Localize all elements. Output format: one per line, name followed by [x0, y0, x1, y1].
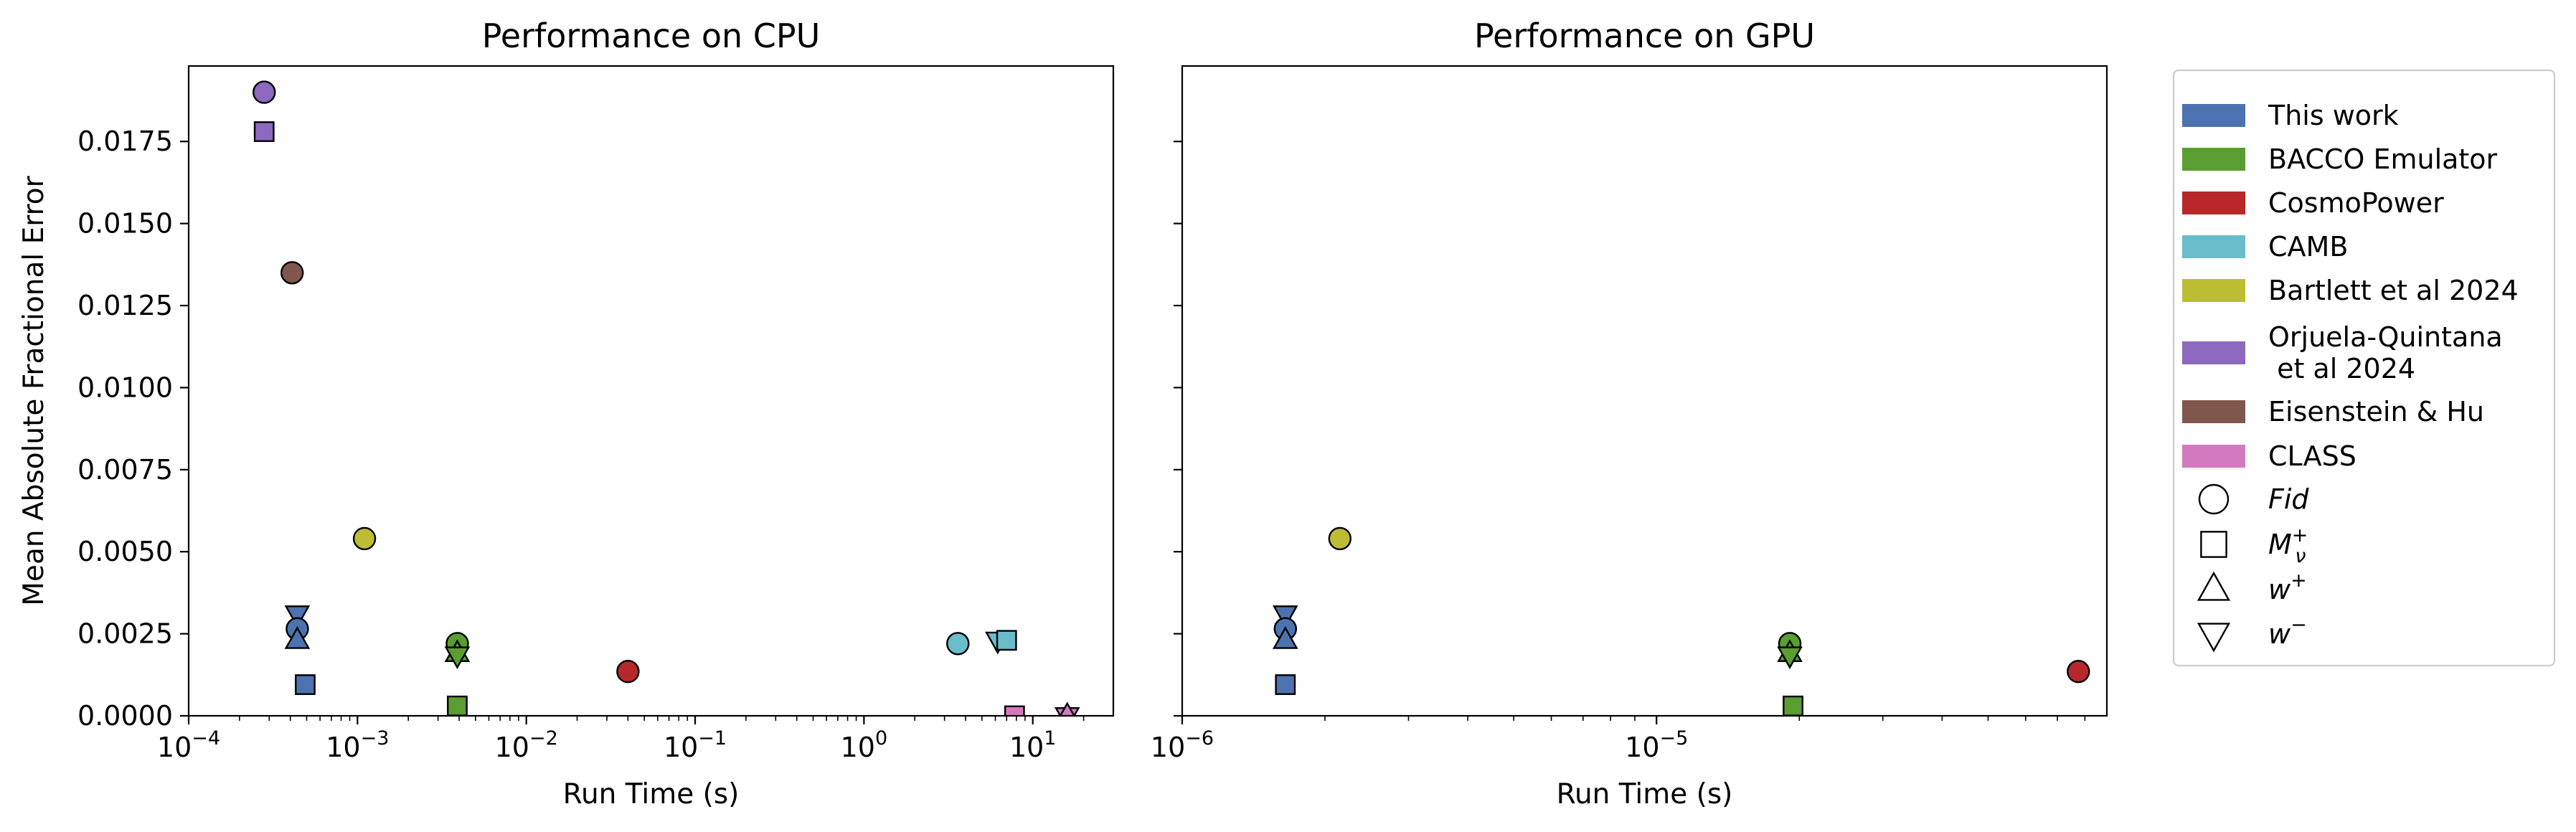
- legend-swatch: [2182, 400, 2245, 423]
- chart-title: Performance on CPU: [482, 16, 821, 55]
- x-tick-label: 10−4: [157, 727, 220, 763]
- x-tick-label: 10−1: [664, 727, 727, 763]
- y-tick-label: 0.0100: [77, 372, 173, 403]
- x-axis-label: Run Time (s): [1557, 778, 1733, 810]
- legend-item-cosmopower: CosmoPower: [2182, 187, 2444, 219]
- x-tick-label: 10−2: [495, 727, 558, 763]
- y-tick-label: 0.0000: [77, 700, 173, 732]
- legend-marker-circle: [2198, 483, 2230, 515]
- legend-swatch: [2182, 445, 2245, 468]
- point-camb-fid: [946, 632, 970, 656]
- y-axis-label: Mean Absolute Fractional Error: [18, 175, 50, 605]
- legend-label: w−: [2268, 614, 2307, 650]
- x-axis-label: Run Time (s): [563, 778, 740, 810]
- point-orjuela-quintana-et-al-2024-m-nu: [253, 121, 275, 142]
- legend-label: CLASS: [2268, 440, 2356, 472]
- x-tick-label: 10−5: [1625, 727, 1688, 763]
- point-camb-m-nu: [996, 630, 1017, 651]
- legend-item-m-nu: M+ ν: [2200, 524, 2308, 567]
- plot-frame: [1181, 65, 2108, 717]
- point-bartlett-et-al-2024-fid: [1328, 526, 1352, 551]
- y-tick-label: 0.0050: [77, 536, 173, 567]
- y-tick-label: 0.0025: [77, 618, 173, 650]
- legend-box: [2172, 69, 2556, 667]
- point-eisenstein-hu-fid: [280, 261, 304, 285]
- plot-frame: [187, 65, 1115, 717]
- point-orjuela-quintana-et-al-2024-fid: [253, 80, 276, 104]
- chart-title: Performance on GPU: [1474, 16, 1815, 55]
- y-tick-label: 0.0175: [77, 126, 173, 157]
- legend-item-eisenstein-hu: Eisenstein & Hu: [2182, 396, 2484, 427]
- legend-swatch: [2182, 279, 2245, 302]
- point-this-work-w: [1273, 605, 1298, 628]
- legend: This work BACCO Emulator CosmoPower CAMB Bar…: [2172, 69, 2556, 667]
- point-bacco-emulator-w: [1777, 646, 1803, 670]
- legend-swatch: [2182, 104, 2245, 127]
- legend-item-camb: CAMB: [2182, 231, 2348, 263]
- point-this-work-w: [284, 626, 311, 649]
- point-this-work-w: [1273, 626, 1298, 649]
- point-cosmopower-fid: [616, 660, 640, 684]
- legend-item-class: CLASS: [2182, 440, 2356, 472]
- legend-item-bacco-emulator: BACCO Emulator: [2182, 143, 2498, 175]
- x-tick-label: 101: [1009, 727, 1057, 763]
- legend-swatch: [2182, 235, 2245, 258]
- y-tick-label: 0.0125: [77, 290, 173, 321]
- legend-swatch: [2182, 148, 2245, 171]
- legend-label: This work: [2268, 100, 2399, 131]
- legend-item-orjuela-quintana-et-al-2024: Orjuela-Quintana et al 2024: [2182, 321, 2503, 384]
- y-tick-label: 0.0150: [77, 208, 173, 240]
- point-bacco-emulator-m-nu: [1783, 695, 1803, 716]
- point-this-work-m-nu: [1275, 674, 1296, 695]
- x-tick-label: 10−3: [326, 727, 389, 763]
- legend-item-w: w−: [2197, 614, 2307, 653]
- point-bacco-emulator-m-nu: [447, 695, 468, 716]
- point-cosmopower-fid: [2067, 660, 2090, 684]
- legend-label: Fid: [2268, 483, 2309, 515]
- point-this-work-m-nu: [295, 674, 316, 695]
- chart-panel-gpu: Performance on GPU 10−6 10−5 Run Time (s): [1151, 16, 2108, 810]
- legend-swatch: [2182, 192, 2245, 214]
- legend-label: CAMB: [2268, 231, 2348, 263]
- legend-item-fid: Fid: [2198, 483, 2309, 515]
- legend-item-this-work: This work: [2182, 100, 2399, 131]
- point-bartlett-et-al-2024-fid: [352, 526, 377, 551]
- legend-label: M+ ν: [2268, 524, 2308, 567]
- data-points: [1273, 526, 2090, 716]
- legend-marker-triangle-down: [2197, 623, 2231, 653]
- legend-label: BACCO Emulator: [2268, 143, 2498, 175]
- x-tick-label: 100: [841, 727, 888, 763]
- chart-panel-cpu: Performance on CPU 0.0000 0.0025 0.0050 0.00…: [18, 16, 1115, 810]
- legend-marker-square: [2200, 531, 2227, 558]
- legend-label: CosmoPower: [2268, 187, 2444, 219]
- y-tick-label: 0.0075: [77, 454, 173, 486]
- legend-label: w+: [2268, 569, 2307, 605]
- legend-label: Orjuela-Quintana et al 2024: [2268, 321, 2503, 384]
- legend-swatch: [2182, 341, 2245, 364]
- point-class-w: [1059, 701, 1075, 716]
- legend-marker-triangle-up: [2197, 571, 2231, 601]
- point-this-work-w: [284, 605, 311, 628]
- point-bacco-emulator-w: [444, 646, 471, 670]
- legend-label: Bartlett et al 2024: [2268, 275, 2519, 306]
- legend-item-bartlett-et-al-2024: Bartlett et al 2024: [2182, 275, 2519, 306]
- x-tick-label: 10−6: [1151, 727, 1214, 763]
- legend-item-w: w+: [2197, 569, 2307, 605]
- data-points: [253, 80, 1080, 716]
- legend-label: Eisenstein & Hu: [2268, 396, 2484, 427]
